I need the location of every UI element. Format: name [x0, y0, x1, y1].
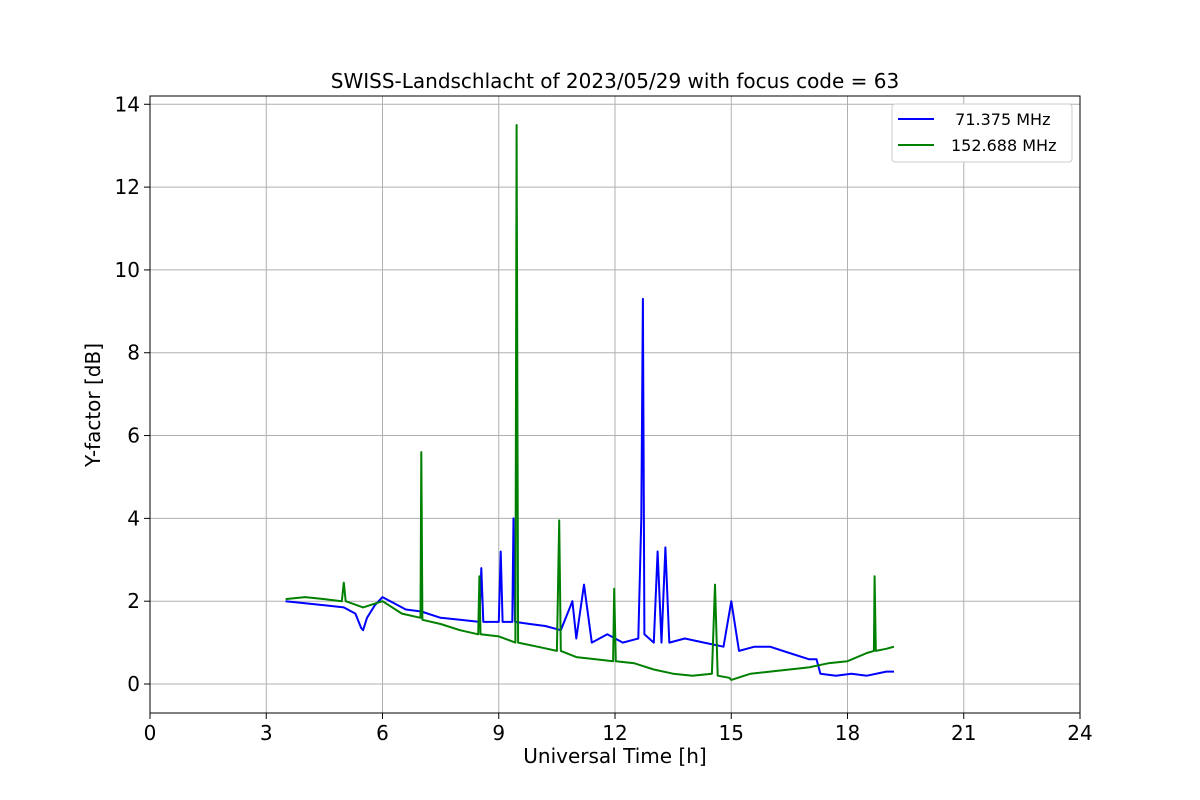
y-axis-label: Y-factor [dB] [81, 343, 105, 468]
chart-title: SWISS-Landschlacht of 2023/05/29 with fo… [331, 69, 899, 93]
x-tick-label: 0 [144, 721, 157, 745]
x-tick-label: 12 [602, 721, 627, 745]
series-line-0 [285, 297, 894, 677]
y-axis: 0 2 4 6 8 10 12 14 [115, 92, 150, 696]
legend-label-0: 71.375 MHz [945, 110, 1050, 129]
x-axis-label: Universal Time [h] [523, 744, 706, 768]
x-tick-label: 21 [951, 721, 976, 745]
series-line-1 [285, 124, 895, 681]
x-tick-label: 24 [1067, 721, 1092, 745]
y-tick-label: 12 [115, 175, 140, 199]
x-tick-label: 15 [719, 721, 744, 745]
x-tick-label: 9 [492, 721, 505, 745]
y-tick-label: 4 [127, 506, 140, 530]
x-tick-label: 6 [376, 721, 389, 745]
x-tick-label: 18 [835, 721, 860, 745]
legend: 71.375 MHz 152.688 MHz [891, 103, 1073, 163]
y-tick-label: 10 [115, 258, 140, 282]
y-tick-label: 0 [127, 672, 140, 696]
legend-box [891, 103, 1073, 163]
y-tick-label: 8 [127, 341, 140, 365]
legend-label-1: 152.688 MHz [951, 136, 1056, 155]
x-tick-label: 3 [260, 721, 273, 745]
y-tick-label: 14 [115, 92, 140, 116]
y-tick-label: 2 [127, 589, 140, 613]
series-layer [285, 124, 895, 681]
x-axis: 0 3 6 9 12 15 18 21 24 [144, 713, 1093, 745]
y-tick-label: 6 [127, 424, 140, 448]
